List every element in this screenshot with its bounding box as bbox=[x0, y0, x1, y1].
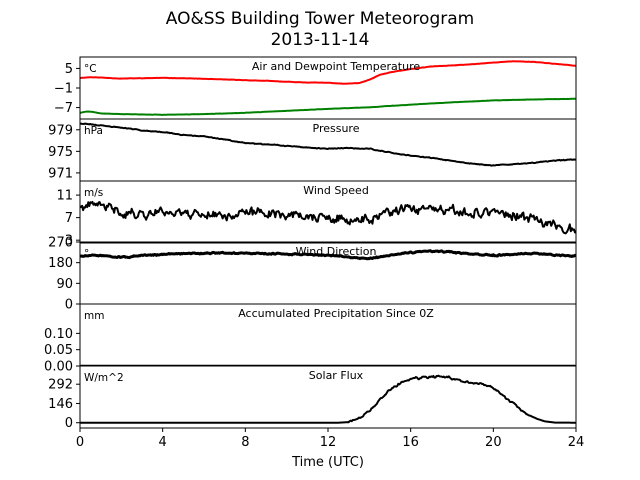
panel-0: 5 −1 −7 °C Air and Dewpoint Temperature bbox=[54, 56, 577, 120]
panel-2-series-0-line bbox=[80, 200, 576, 235]
panel-2-frame bbox=[79, 180, 577, 244]
figure-title-line-2: 2013-11-14 bbox=[271, 30, 370, 50]
panel-1-ytick-label-2: 971 bbox=[48, 166, 73, 181]
panel-4-unit: mm bbox=[84, 310, 104, 322]
panel-2-ytick-label-1: 7 bbox=[65, 211, 73, 226]
panel-0-title: Air and Dewpoint Temperature bbox=[252, 60, 420, 73]
panel-2: 11 7 3 m/s Wind Speed bbox=[56, 180, 577, 249]
x-axis: 0 4 8 12 16 20 24 bbox=[76, 428, 584, 450]
panels-group: 5−1−7°C Air and Dewpoint Temperature97997… bbox=[44, 56, 577, 431]
panel-0-series-0-line bbox=[80, 60, 576, 85]
panel-1: 979 975 971 hPa Pressure bbox=[48, 118, 577, 182]
panel-1-ytick-label-1: 975 bbox=[48, 145, 73, 160]
panel-1-ytick-label-0: 979 bbox=[48, 123, 73, 138]
panel-5-ytick-label-2: 0 bbox=[65, 416, 73, 431]
panel-0-ytick-label-0: 5 bbox=[65, 62, 73, 77]
panel-5: 292 146 0 W/m^2 Solar Flux bbox=[48, 365, 577, 431]
panel-1-title: Pressure bbox=[313, 122, 360, 135]
x-tick-label-6: 24 bbox=[568, 435, 585, 450]
panel-4-ytick-label-0: 0.10 bbox=[44, 327, 73, 342]
panel-4: 0.100.05 0.00 mm Accumulated Precipitation … bbox=[44, 303, 577, 375]
panel-4-ytick-label-1: 0.05 bbox=[44, 343, 73, 358]
panel-3-series-0-line bbox=[80, 249, 576, 261]
panel-0-series-1-line bbox=[80, 97, 576, 116]
panel-3-ytick-label-1: 180 bbox=[48, 256, 73, 271]
panel-4-title: Accumulated Precipitation Since 0Z bbox=[238, 307, 434, 320]
x-tick-label-4: 16 bbox=[402, 435, 419, 450]
panel-5-series-0-line bbox=[80, 374, 576, 424]
x-tick-label-0: 0 bbox=[76, 435, 84, 450]
panel-2-ytick-label-0: 11 bbox=[56, 189, 73, 204]
x-tick-label-5: 20 bbox=[485, 435, 502, 450]
panel-2-ytick-label-2: 3 bbox=[65, 234, 73, 249]
panel-5-title: Solar Flux bbox=[309, 369, 364, 382]
panel-3-ytick-label-2: 90 bbox=[56, 277, 73, 292]
panel-3-ytick-label-3: 0 bbox=[65, 298, 73, 313]
x-tick-label-1: 4 bbox=[159, 435, 167, 450]
panel-3-title: Wind Direction bbox=[296, 245, 377, 258]
panel-1-series-0-line bbox=[80, 122, 576, 167]
panel-3: 270 180 90 0 ° Wind Direction bbox=[48, 236, 577, 313]
panel-1-unit: hPa bbox=[84, 125, 103, 137]
figure-title-line-1: AO&SS Building Tower Meteorogram bbox=[166, 9, 474, 29]
panel-0-ytick-label-2: −7 bbox=[54, 101, 73, 116]
panel-0-unit: °C bbox=[84, 63, 97, 75]
panel-5-unit: W/m^2 bbox=[84, 372, 124, 384]
panel-0-ytick-label-1: −1 bbox=[54, 82, 73, 97]
panel-3-unit: ° bbox=[84, 248, 89, 260]
panel-2-title: Wind Speed bbox=[303, 184, 369, 197]
panel-5-ytick-label-0: 292 bbox=[48, 378, 73, 393]
panel-3-ytick-label-0: 270 bbox=[48, 236, 73, 251]
panel-2-unit: m/s bbox=[84, 187, 103, 199]
panel-4-ytick-label-2: 0.00 bbox=[44, 360, 73, 375]
panel-5-ytick-label-1: 146 bbox=[48, 397, 73, 412]
x-tick-label-2: 8 bbox=[241, 435, 249, 450]
x-tick-label-3: 12 bbox=[320, 435, 337, 450]
x-axis-label: Time (UTC) bbox=[291, 455, 364, 470]
